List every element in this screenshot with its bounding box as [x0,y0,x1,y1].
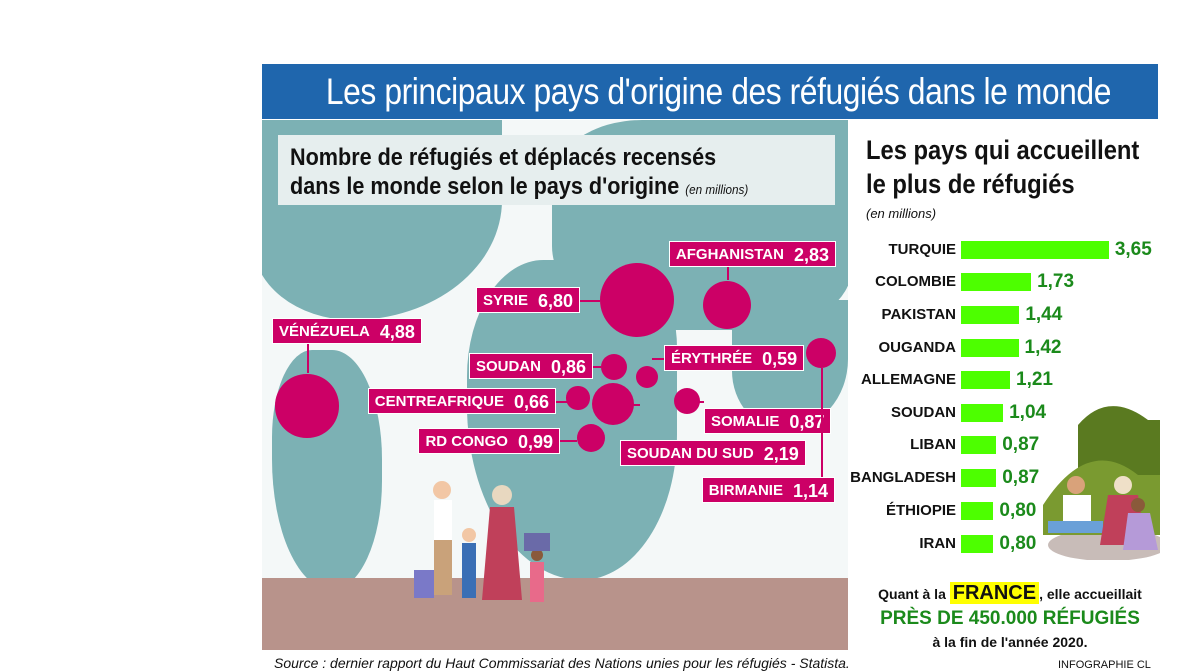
bubble-label: CENTREAFRIQUE 0,66 [367,388,556,414]
country-value: 0,59 [762,349,798,369]
france-highlight: FRANCE [949,582,1040,604]
bubble-birmanie [805,337,837,369]
bar [961,535,994,553]
bubble-leader-line [560,440,577,442]
bar-value: 0,80 [999,533,1037,554]
country-value: 1,14 [792,481,828,501]
bar [961,339,1019,357]
bar-label: SOUDAN [890,404,956,421]
country-name: SYRIE [483,292,529,309]
page-title: Les principaux pays d'origine des réfugi… [262,64,1158,119]
bubble-vénézuela [275,374,339,438]
bar-value: 0,80 [999,500,1037,521]
bar [961,306,1020,324]
country-value: 2,19 [763,444,799,464]
bubble-label: SYRIE 6,80 [476,287,581,313]
bar-label: TURQUIE [888,241,957,258]
credit-text: INFOGRAPHIE CL [1058,659,1151,671]
bar-label: BANGLADESH [850,469,956,486]
bubble-label: AFGHANISTAN 2,83 [668,241,836,267]
country-name: VÉNÉZUELA [279,323,370,340]
country-value: 2,83 [793,245,829,265]
bubble-afghanistan [702,280,752,330]
country-value: 4,88 [379,322,415,342]
country-value: 6,80 [538,291,574,311]
bubble-soudan-du-sud [591,382,635,426]
refugee-family-illustration [414,481,550,602]
bar [961,469,997,487]
refugee-camp-illustration [1043,406,1160,560]
bubble-leader-line [652,358,664,360]
france-count: PRÈS DE 450.000 RÉFUGIÉS [880,608,1140,629]
source-text: Source : dernier rapport du Haut Commiss… [274,655,850,671]
bar [961,273,1032,291]
country-name: BIRMANIE [708,482,783,499]
bar-value: 1,21 [1016,369,1053,390]
bubble-syrie [599,262,675,338]
bubble-somalie [673,387,701,415]
bar-label: IRAN [919,535,956,552]
bubble-rd-congo [576,423,606,453]
country-name: RD CONGO [425,433,508,450]
bubble-soudan [600,353,628,381]
country-name: ÉRYTHRÉE [671,350,753,367]
bar [961,371,1010,389]
bubble-label: BIRMANIE 1,14 [701,477,835,503]
bubble-leader-line [307,344,309,373]
bubble-leader-line [593,366,601,368]
bar-value: 3,65 [1114,239,1152,260]
country-value: 0,87 [789,412,825,432]
country-name: AFGHANISTAN [675,246,784,263]
bar-label: ALLEMAGNE [861,371,956,388]
bar-label: COLOMBIE [875,273,956,290]
bubble-label: SOUDAN DU SUD 2,19 [620,440,806,466]
bar [961,241,1109,259]
france-note: Quant à la FRANCE, elle accueillait [878,582,1142,604]
bubble-leader-line [556,401,567,403]
bar-value: 1,42 [1024,337,1062,358]
bar-value: 0,87 [1002,434,1040,455]
map-unit: (en millions) [685,182,749,197]
bubble-centreafrique [566,386,590,410]
bubble-leader-line [727,267,729,280]
country-name: SOUDAN [475,358,541,375]
country-name: SOUDAN DU SUD [627,445,754,462]
bubble-érythrée [636,366,658,388]
bar-label: PAKISTAN [881,306,956,323]
bubble-label: RD CONGO 0,99 [418,428,560,454]
country-value: 0,86 [550,357,586,377]
bar-label: ÉTHIOPIE [885,502,956,519]
country-value: 0,99 [517,432,553,452]
bar-value: 1,44 [1025,304,1063,325]
bubble-label: VÉNÉZUELA 4,88 [272,318,422,344]
country-name: SOMALIE [711,413,780,430]
bar-value: 1,73 [1037,271,1075,292]
bar-label: LIBAN [910,436,956,453]
country-value: 0,66 [513,392,549,412]
bubble-leader-line [821,368,823,477]
bubble-label: SOMALIE 0,87 [704,408,832,434]
country-name: CENTREAFRIQUE [374,393,504,410]
host-title: Les pays qui accueillent le plus de réfu… [866,135,1140,199]
host-unit: (en millions) [866,206,937,221]
bar-label: OUGANDA [878,339,957,356]
bar [961,436,997,454]
bar-value: 0,87 [1002,467,1040,488]
floor [262,578,848,650]
bubble-label: SOUDAN 0,86 [468,353,593,379]
bar-value: 1,04 [1009,402,1047,423]
france-date: à la fin de l'année 2020. [932,634,1088,650]
bar [961,502,994,520]
bubble-label: ÉRYTHRÉE 0,59 [664,345,805,371]
bar [961,404,1004,422]
map-subtitle: Nombre de réfugiés et déplacés recensés … [278,135,835,205]
